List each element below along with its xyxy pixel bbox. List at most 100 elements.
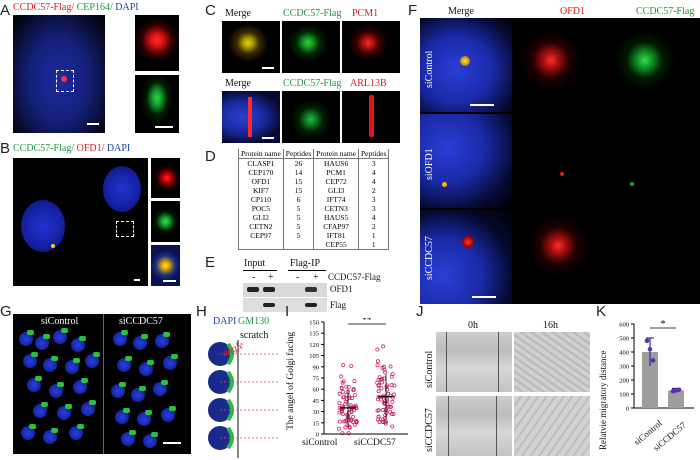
- panel-c-col-merge: Merge: [225, 8, 251, 19]
- h-dapi-label: DAPI: [213, 316, 237, 327]
- golgi: [35, 376, 42, 381]
- nucleus: [137, 410, 152, 426]
- panel-label-k: K: [596, 303, 607, 320]
- panel-a-zoom-green: [135, 75, 179, 133]
- data-point: [676, 387, 682, 393]
- panel-b-roi: [116, 221, 134, 237]
- peptide-table: Protein name Peptides Protein name Pepti…: [238, 149, 390, 250]
- peptide-count: 5: [282, 231, 315, 240]
- col-peptides-2: Peptides: [358, 149, 390, 159]
- nucleus: [131, 386, 146, 402]
- data-point: [390, 399, 395, 404]
- data-point: [350, 396, 354, 401]
- dot: [560, 172, 564, 176]
- data-point: [391, 395, 395, 400]
- band: [305, 303, 317, 307]
- golgi: [141, 334, 148, 339]
- nucleus: [53, 328, 68, 344]
- data-point: [349, 363, 354, 368]
- golgi: [125, 356, 132, 361]
- panel-c-col-merge2: Merge: [225, 78, 251, 89]
- band: [263, 287, 275, 292]
- protein-name: CEP97: [238, 231, 284, 240]
- scale-bar: [134, 279, 140, 281]
- y-tick-label: 135: [309, 331, 319, 338]
- nucleus: [139, 360, 154, 376]
- y-tick-label: 75: [313, 376, 320, 383]
- panel-a-title: CCDC57-Flag/ CEP164/ DAPI: [13, 2, 139, 13]
- data-point: [346, 417, 351, 422]
- data-point: [376, 383, 381, 387]
- panel-c-green-arl13b: [282, 91, 340, 143]
- nucleus: [27, 376, 42, 392]
- data-point: [340, 431, 345, 436]
- data-point: [341, 395, 346, 400]
- panel-f-col-merge: Merge: [448, 6, 474, 17]
- panel-c-red-pcm1: [342, 21, 400, 73]
- golgi: [121, 330, 128, 335]
- row-label-sicontrol: siControl: [424, 50, 435, 88]
- peptide-count: [282, 240, 315, 250]
- panel-a-roi: [56, 70, 74, 92]
- data-point: [389, 383, 394, 387]
- scale-bar: [163, 442, 181, 444]
- f-r2-ofd1: [514, 114, 606, 208]
- peptide-count: 2: [358, 186, 390, 195]
- data-point: [389, 374, 394, 379]
- data-point: [341, 390, 346, 394]
- data-point: [352, 393, 357, 398]
- y-tick-label: 90: [313, 364, 320, 371]
- data-point: [385, 387, 389, 392]
- panel-c-red-arl13b: [342, 91, 400, 143]
- panel-a-red-dot: [61, 76, 67, 82]
- nucleus: [133, 334, 148, 350]
- panel-label-c: C: [205, 2, 216, 19]
- protein-name: OFD1: [238, 177, 284, 186]
- peptide-count: 2: [358, 222, 390, 231]
- table-row: CP110 6 IFT74 3: [238, 195, 390, 204]
- table-row: CLASP1 26 HAUS6 3: [238, 158, 390, 168]
- panel-c-col-ccdc57-2: CCDC57-Flag: [283, 78, 342, 89]
- g-label-siccdc57: siCCDC57: [119, 316, 163, 327]
- data-point: [375, 347, 380, 352]
- data-point: [376, 389, 381, 394]
- wound-edge: [496, 396, 497, 456]
- golgi: [145, 410, 152, 415]
- table-row: CEP97 5 IFT81 1: [238, 231, 390, 240]
- data-point: [348, 418, 353, 423]
- peptide-count: 4: [358, 177, 390, 186]
- protein-name: CP110: [238, 195, 284, 204]
- y-tick-label: 45: [313, 398, 320, 405]
- colocalized-dot: [460, 56, 470, 66]
- y-tick-label: 105: [309, 353, 319, 360]
- peptide-count: 4: [358, 213, 390, 222]
- f-r3-ccdc57: [608, 210, 700, 304]
- golgi: [123, 408, 130, 413]
- panel-label-e: E: [205, 254, 216, 271]
- panel-c-col-arl13b: ARL13B: [350, 78, 387, 89]
- golgi: [147, 360, 154, 365]
- protein-name: IFT81: [313, 231, 360, 240]
- panel-c-green-pcm1: [282, 21, 340, 73]
- scratch-line: [103, 314, 104, 454]
- data-point: [346, 384, 351, 389]
- nucleus: [111, 382, 126, 398]
- panel-h-schematic: [208, 340, 278, 458]
- data-point: [352, 379, 357, 384]
- data-point: [354, 420, 359, 425]
- peptide-count: 1: [358, 240, 390, 250]
- col-peptides: Peptides: [282, 149, 315, 159]
- y-tick-label: 400: [619, 350, 629, 357]
- col-protein-name-2: Protein name: [313, 149, 360, 159]
- panel-label-j: J: [416, 303, 424, 320]
- data-point: [376, 414, 381, 419]
- f-r3-merge: [420, 210, 512, 304]
- lane-input-label: Input: [244, 258, 266, 269]
- data-point: [383, 420, 388, 425]
- data-point: [380, 417, 385, 422]
- peptide-count: 1: [358, 231, 390, 240]
- nucleus: [113, 330, 128, 346]
- nucleus: [121, 430, 136, 446]
- data-point: [387, 404, 392, 409]
- nucleus: [69, 424, 84, 440]
